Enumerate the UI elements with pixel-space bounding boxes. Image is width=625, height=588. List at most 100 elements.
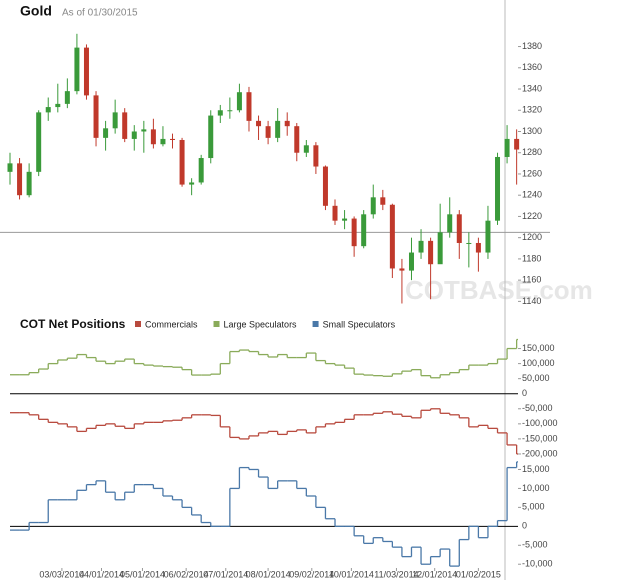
legend-swatch bbox=[213, 321, 220, 327]
y-tick-label: 0 bbox=[522, 521, 527, 531]
candle-body bbox=[227, 110, 233, 112]
candle-body bbox=[170, 138, 176, 140]
candle-body bbox=[322, 166, 328, 206]
candle-body bbox=[418, 240, 424, 253]
chart-subtitle: As of 01/30/2015 bbox=[62, 8, 138, 19]
chart-title: COT Net Positions bbox=[20, 317, 126, 331]
x-tick-label: 01/02/2015 bbox=[456, 569, 501, 579]
candle-body bbox=[103, 128, 109, 138]
candle-body bbox=[246, 92, 252, 121]
x-tick-label: 03/03/2014 bbox=[39, 569, 84, 579]
x-tick-label: 12/01/2014 bbox=[412, 569, 457, 579]
x-tick-label: 09/02/2014 bbox=[289, 569, 334, 579]
candle-body bbox=[275, 120, 281, 138]
candle-body bbox=[189, 182, 195, 185]
y-tick-label: 1300 bbox=[522, 126, 542, 136]
candle-body bbox=[74, 47, 80, 92]
candle-body bbox=[342, 218, 348, 221]
y-tick-label: 150,000 bbox=[522, 343, 555, 353]
y-tick-label: 50,000 bbox=[522, 373, 550, 383]
y-tick-label: -10,000 bbox=[522, 559, 553, 569]
y-tick-label: 0 bbox=[522, 388, 527, 398]
y-tick-label: -150,000 bbox=[522, 433, 558, 443]
y-tick-label: -5,000 bbox=[522, 540, 548, 550]
y-tick-label: 1380 bbox=[522, 41, 542, 51]
candle-body bbox=[447, 214, 453, 233]
candle-body bbox=[198, 158, 204, 183]
candle-body bbox=[217, 110, 223, 116]
candle-body bbox=[294, 126, 300, 153]
y-tick-label: 1320 bbox=[522, 105, 542, 115]
y-tick-label: 1160 bbox=[522, 275, 541, 285]
legend-label: Commercials bbox=[145, 319, 198, 329]
candle-body bbox=[160, 138, 166, 145]
candle-body bbox=[265, 126, 271, 138]
candle-body bbox=[399, 268, 405, 271]
x-tick-label: 10/01/2014 bbox=[329, 569, 374, 579]
legend-swatch bbox=[312, 321, 319, 327]
x-tick-label: 06/02/2014 bbox=[164, 569, 209, 579]
x-tick-label: 05/01/2014 bbox=[120, 569, 165, 579]
candle-body bbox=[428, 240, 434, 265]
candle-body bbox=[17, 163, 23, 196]
candle-body bbox=[303, 145, 309, 153]
x-tick-label: 08/01/2014 bbox=[246, 569, 291, 579]
candle-body bbox=[456, 214, 462, 243]
watermark: COTBASE.com bbox=[405, 275, 593, 305]
x-tick-label: 07/01/2014 bbox=[203, 569, 248, 579]
candle-body bbox=[504, 138, 510, 157]
candle-body bbox=[437, 232, 443, 265]
x-tick-label: 04/01/2014 bbox=[79, 569, 124, 579]
y-tick-label: 5,000 bbox=[522, 502, 545, 512]
legend-swatch bbox=[135, 321, 141, 327]
candle-body bbox=[112, 112, 118, 129]
candle-body bbox=[313, 145, 319, 167]
x-tick-label: 11/03/2014 bbox=[374, 569, 418, 579]
candle-body bbox=[208, 115, 214, 159]
candle-body bbox=[485, 220, 491, 253]
legend-label: Large Speculators bbox=[224, 319, 298, 329]
y-tick-label: 1140 bbox=[522, 296, 541, 306]
y-tick-label: 1180 bbox=[522, 253, 541, 263]
candle-body bbox=[179, 139, 185, 185]
candle-body bbox=[466, 242, 472, 244]
y-tick-label: -100,000 bbox=[522, 418, 558, 428]
y-tick-label: 10,000 bbox=[522, 483, 550, 493]
y-tick-label: 1280 bbox=[522, 147, 542, 157]
candle-body bbox=[131, 131, 137, 139]
candle-body bbox=[26, 171, 32, 196]
y-tick-label: 15,000 bbox=[522, 464, 550, 474]
candle-body bbox=[64, 91, 70, 104]
candle-body bbox=[83, 47, 89, 96]
candle-body bbox=[380, 197, 386, 205]
candle-body bbox=[256, 120, 262, 127]
candle-body bbox=[236, 92, 242, 111]
y-tick-label: 100,000 bbox=[522, 358, 555, 368]
candle-body bbox=[408, 252, 414, 271]
candle-body bbox=[514, 138, 520, 150]
candle-body bbox=[370, 197, 376, 215]
candle-body bbox=[36, 112, 42, 172]
candle-body bbox=[93, 95, 99, 138]
y-tick-label: 1240 bbox=[522, 190, 542, 200]
candle-body bbox=[389, 204, 395, 269]
candle-body bbox=[7, 163, 13, 172]
y-tick-label: 1360 bbox=[522, 62, 542, 72]
candle-body bbox=[361, 214, 367, 247]
y-tick-label: -50,000 bbox=[522, 403, 553, 413]
y-tick-label: 1340 bbox=[522, 83, 542, 93]
candle-body bbox=[332, 205, 338, 221]
candle-body bbox=[122, 112, 128, 139]
legend-label: Small Speculators bbox=[323, 319, 396, 329]
candle-body bbox=[495, 156, 501, 221]
candle-body bbox=[351, 218, 357, 247]
candle-body bbox=[284, 120, 290, 127]
chart-title: Gold bbox=[20, 3, 52, 19]
candle-body bbox=[141, 129, 147, 132]
candle-body bbox=[475, 242, 481, 253]
y-tick-label: 1260 bbox=[522, 168, 542, 178]
y-tick-label: 1200 bbox=[522, 232, 542, 242]
candle-body bbox=[45, 107, 51, 113]
candle-body bbox=[55, 103, 61, 108]
